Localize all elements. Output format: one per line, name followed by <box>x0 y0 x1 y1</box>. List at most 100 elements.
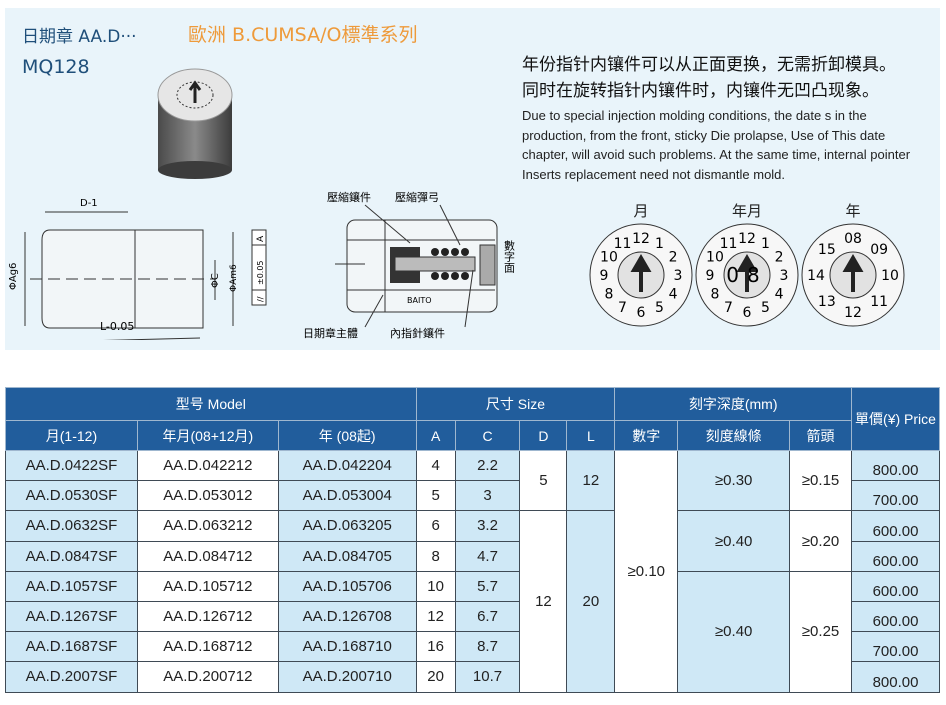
dial-number: 9 <box>706 268 715 284</box>
size-a: 6 <box>415 510 456 542</box>
dial-title: 年月 <box>731 202 762 220</box>
brand-label: BAITO <box>407 296 432 305</box>
dial-number: 12 <box>844 305 862 321</box>
dial-number: 9 <box>600 268 609 284</box>
size-d: 5 <box>519 449 568 512</box>
tolerance-label: ±0.05 <box>256 260 265 285</box>
table-row: AA.D.1687SF AA.D.168712 AA.D.168710 16 8.7 70… <box>5 631 940 663</box>
dial-number: 09 <box>870 242 888 258</box>
datum-label: A <box>256 235 266 242</box>
size-c: 6.7 <box>454 600 521 633</box>
group-depth: 刻字深度(mm) <box>614 387 853 421</box>
model-month: AA.D.1057SF <box>5 570 138 602</box>
depth-scale: ≥0.40 <box>677 570 791 693</box>
size-c: 10.7 <box>454 661 521 693</box>
depth-arrow: ≥0.25 <box>789 570 853 693</box>
col-header: 箭頭 <box>789 420 853 451</box>
col-header: 數字 <box>614 420 679 451</box>
dial-title: 年 <box>845 202 861 220</box>
label-main-body: 日期章主體 <box>303 326 358 340</box>
d1-label: D-1 <box>80 198 98 209</box>
label-pointer-insert: 內指針鑲件 <box>390 326 445 340</box>
dg6-label: ΦAg6 <box>8 263 19 290</box>
label-compression-insert: 壓縮鑲件 <box>327 190 371 204</box>
price: 600.00 <box>851 510 940 542</box>
size-c: 5.7 <box>454 570 521 602</box>
model-year: AA.D.168710 <box>277 631 417 663</box>
dial-number: 4 <box>775 287 784 303</box>
dial-number: 10 <box>881 268 899 284</box>
price-table: 型号 Model 尺寸 Size 刻字深度(mm) 單價(¥) Price 月(… <box>5 387 940 693</box>
col-header: D <box>519 420 568 451</box>
product-name: 日期章 AA.D··· <box>22 27 137 47</box>
model-year: AA.D.200710 <box>277 661 417 693</box>
dial-number: 11 <box>614 236 632 252</box>
dial-number: 10 <box>706 250 724 266</box>
dial-number: 1 <box>761 236 770 252</box>
dial-number: 11 <box>870 294 888 310</box>
am6-label: ΦAm6 <box>229 264 239 292</box>
model-month: AA.D.0847SF <box>5 540 138 572</box>
depth-scale: ≥0.40 <box>677 510 791 572</box>
size-a: 4 <box>415 449 456 482</box>
dial-center-number: 08 <box>726 263 767 287</box>
product-code: MQ128 <box>22 56 90 78</box>
size-a: 10 <box>415 570 456 602</box>
date-dial: 08 09 10 11 12 13 14 15 <box>801 223 905 327</box>
table-row: AA.D.0632SF AA.D.063212 AA.D.063205 6 3.2 12 2… <box>5 510 940 693</box>
dial-number: 08 <box>844 231 862 247</box>
length-label: L-0.05 <box>100 320 134 333</box>
model-month: AA.D.1687SF <box>5 631 138 663</box>
size-l: 20 <box>566 510 616 693</box>
col-header: 刻度線條 <box>677 420 791 451</box>
col-header: 年 (08起) <box>277 420 417 451</box>
model-year-month: AA.D.053012 <box>136 480 279 512</box>
size-c: 4.7 <box>454 540 521 572</box>
dial-number: 7 <box>724 300 733 316</box>
group-model: 型号 Model <box>5 387 417 421</box>
size-c: 3 <box>454 480 521 512</box>
model-year: AA.D.105706 <box>277 570 417 602</box>
depth-digit: ≥0.10 <box>614 450 679 693</box>
dial-number: 3 <box>780 268 789 284</box>
dial-number: 6 <box>743 305 752 321</box>
col-header: L <box>566 420 616 451</box>
description-cn: 年份指针内镶件可以从正面更换，无需折卸模具。 同时在旋转指针内镶件时，内镶件无凹… <box>522 52 896 104</box>
dial-number: 13 <box>818 294 836 310</box>
model-year: AA.D.063205 <box>277 510 417 542</box>
size-a: 8 <box>415 540 456 572</box>
depth-scale: ≥0.30 <box>677 449 791 512</box>
dial-number: 11 <box>720 236 738 252</box>
size-a: 12 <box>415 600 456 633</box>
dial-number: 5 <box>761 300 770 316</box>
dial-number: 8 <box>604 287 613 303</box>
table-row: AA.D.1267SF AA.D.126712 AA.D.126708 12 6.7 60… <box>5 600 940 633</box>
model-year: AA.D.042204 <box>277 449 417 482</box>
model-month: AA.D.0632SF <box>5 510 138 542</box>
model-year-month: AA.D.084712 <box>136 540 279 572</box>
dial-number: 3 <box>674 268 683 284</box>
dial-number: 12 <box>738 231 756 247</box>
dial-number: 1 <box>655 236 664 252</box>
model-year: AA.D.084705 <box>277 540 417 572</box>
price: 700.00 <box>851 631 940 663</box>
arrow-icon <box>842 254 864 292</box>
dimension-drawing: D-1 L-0.05 ΦAg6 ΦC ΦAm6 A ±0.05 // <box>8 198 267 340</box>
group-price: 單價(¥) Price <box>851 387 940 451</box>
size-c: 2.2 <box>454 449 521 482</box>
description-cn-line: 同时在旋转指针内镶件时，内镶件无凹凸现象。 <box>522 81 879 101</box>
section-drawing: BAITO 壓縮鑲件 壓縮彈弓 日期章主體 內指針鑲件 數字面 <box>303 190 516 340</box>
model-year-month: AA.D.063212 <box>136 510 279 542</box>
price: 600.00 <box>851 600 940 633</box>
model-year-month: AA.D.200712 <box>136 661 279 693</box>
series-title: 歐洲 B.CUMSA/O標準系列 <box>188 24 418 46</box>
description-cn-line: 年份指针内镶件可以从正面更换，无需折卸模具。 <box>522 55 896 75</box>
depth-arrow: ≥0.15 <box>789 449 853 512</box>
col-header: A <box>415 420 456 451</box>
size-c: 3.2 <box>454 510 521 542</box>
parallel-label: // <box>256 296 265 302</box>
label-digit-face: 數字面 <box>503 240 516 273</box>
table-row: AA.D.1057SF AA.D.105712 AA.D.105706 10 5.7 ≥0… <box>5 570 940 693</box>
